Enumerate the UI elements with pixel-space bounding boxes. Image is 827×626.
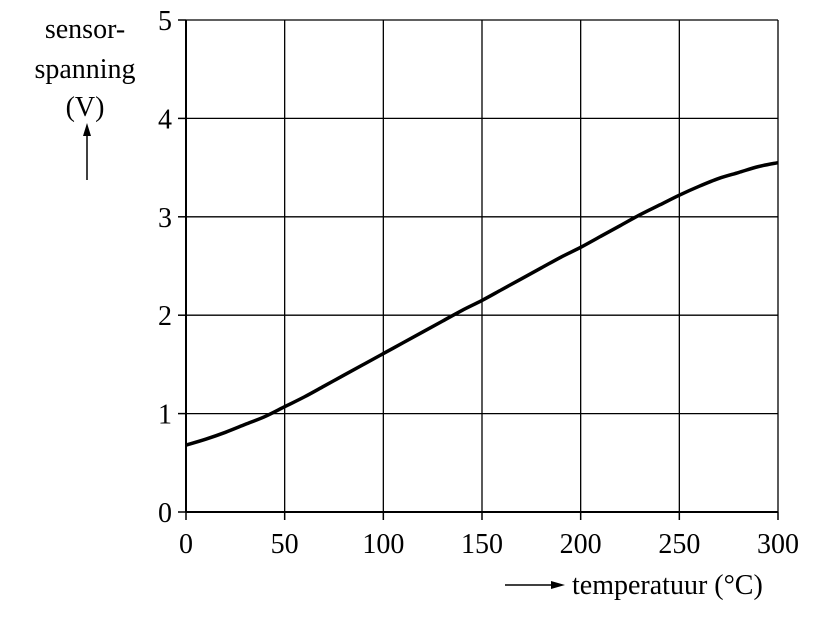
y-axis-label-line-2: spanning (34, 54, 135, 85)
series-line (185, 160, 779, 447)
x-ticks: 0 50 100 150 200 250 300 (179, 512, 799, 560)
y-tick-label: 1 (158, 400, 172, 431)
x-tick-label: 100 (362, 529, 404, 560)
y-axis-label: sensor- spanning (V) (34, 14, 135, 123)
y-axis-label-line-1: sensor- (45, 14, 125, 45)
x-axis-label: temperatuur (°C) (572, 570, 763, 601)
y-tick-label: 5 (158, 6, 172, 37)
grid-lines (186, 19, 779, 512)
x-tick-label: 250 (658, 529, 700, 560)
y-tick-label: 3 (158, 203, 172, 234)
y-axis-label-line-3: (V) (66, 92, 105, 123)
x-axis-arrow-icon (505, 581, 565, 589)
x-tick-label: 150 (461, 529, 503, 560)
series (185, 160, 779, 447)
y-tick-label: 2 (158, 301, 172, 332)
x-tick-label: 0 (179, 529, 193, 560)
y-ticks: 0 1 2 3 4 5 (158, 6, 186, 529)
y-tick-label: 0 (158, 498, 172, 529)
x-tick-label: 200 (560, 529, 602, 560)
y-axis-arrow-icon (83, 123, 91, 180)
x-tick-label: 50 (271, 529, 299, 560)
x-tick-label: 300 (757, 529, 799, 560)
y-tick-label: 4 (158, 104, 172, 135)
